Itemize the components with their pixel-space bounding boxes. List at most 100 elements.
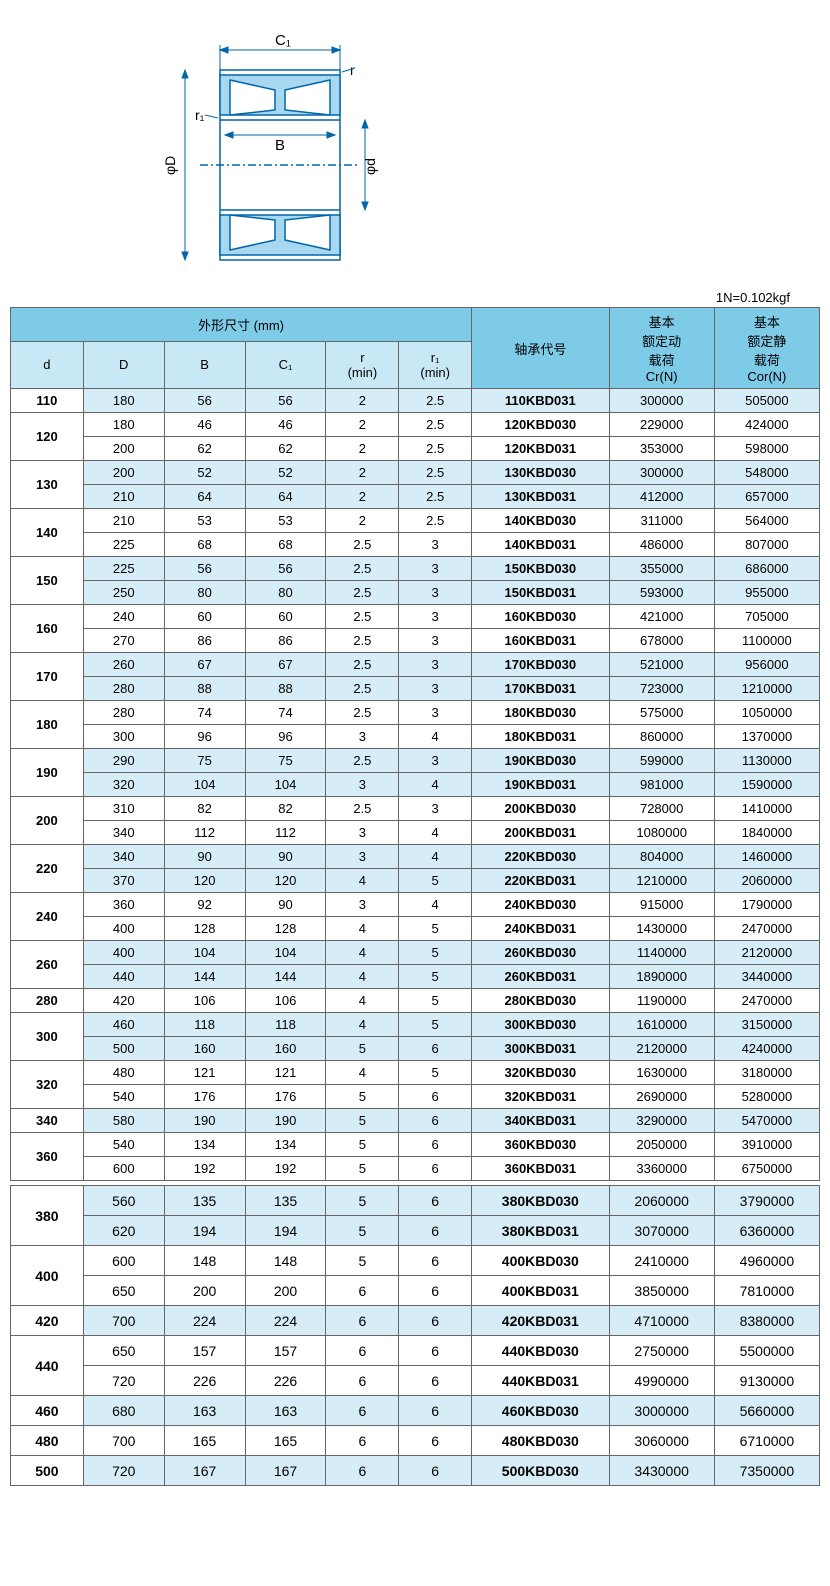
cell-r: 4	[326, 917, 399, 941]
table-row: 44014414445260KBD03118900003440000	[11, 965, 820, 989]
cell-bearing-no: 200KBD031	[472, 821, 610, 845]
cell-B: 190	[164, 1109, 245, 1133]
cell-r1: 3	[399, 605, 472, 629]
cell-d: 460	[11, 1396, 84, 1426]
cell-r1: 4	[399, 893, 472, 917]
cell-B: 62	[164, 437, 245, 461]
table-row: 34058019019056340KBD03132900005470000	[11, 1109, 820, 1133]
cell-D: 180	[83, 389, 164, 413]
cell-bearing-no: 120KBD030	[472, 413, 610, 437]
cell-r1: 6	[399, 1037, 472, 1061]
cell-C1: 176	[245, 1085, 326, 1109]
cell-r: 3	[326, 725, 399, 749]
cell-cor: 2470000	[714, 917, 819, 941]
cell-C1: 104	[245, 941, 326, 965]
cell-C1: 67	[245, 653, 326, 677]
cell-bearing-no: 130KBD030	[472, 461, 610, 485]
cell-bearing-no: 130KBD031	[472, 485, 610, 509]
cell-d: 400	[11, 1246, 84, 1306]
cell-cr: 3000000	[609, 1396, 714, 1426]
cell-C1: 80	[245, 581, 326, 605]
cell-D: 180	[83, 413, 164, 437]
cell-r: 2.5	[326, 701, 399, 725]
cell-bearing-no: 240KBD031	[472, 917, 610, 941]
bearing-spec-table-2: 38056013513556380KBD03020600003790000620…	[10, 1185, 820, 1486]
cell-r1: 2.5	[399, 509, 472, 533]
header-r: r (min)	[326, 341, 399, 388]
cell-C1: 106	[245, 989, 326, 1013]
cell-bearing-no: 400KBD031	[472, 1276, 610, 1306]
cell-cor: 3180000	[714, 1061, 819, 1085]
cell-bearing-no: 300KBD030	[472, 1013, 610, 1037]
cell-bearing-no: 220KBD030	[472, 845, 610, 869]
cell-r: 5	[326, 1186, 399, 1216]
cell-D: 500	[83, 1037, 164, 1061]
cell-d: 190	[11, 749, 84, 797]
cell-r: 6	[326, 1366, 399, 1396]
cell-r1: 3	[399, 557, 472, 581]
cell-r1: 6	[399, 1456, 472, 1486]
cell-r: 6	[326, 1456, 399, 1486]
cell-r1: 3	[399, 653, 472, 677]
label-b: B	[275, 137, 285, 154]
cell-B: 118	[164, 1013, 245, 1037]
cell-d: 500	[11, 1456, 84, 1486]
cell-bearing-no: 420KBD031	[472, 1306, 610, 1336]
cell-D: 650	[83, 1276, 164, 1306]
cell-B: 104	[164, 941, 245, 965]
cell-C1: 120	[245, 869, 326, 893]
cell-C1: 68	[245, 533, 326, 557]
cell-C1: 148	[245, 1246, 326, 1276]
label-phid: φd	[362, 158, 378, 175]
cell-D: 370	[83, 869, 164, 893]
cell-B: 68	[164, 533, 245, 557]
cell-B: 134	[164, 1133, 245, 1157]
cell-r: 2.5	[326, 677, 399, 701]
table-row: 72022622666440KBD03149900009130000	[11, 1366, 820, 1396]
table-row: 50072016716766500KBD03034300007350000	[11, 1456, 820, 1486]
cell-C1: 64	[245, 485, 326, 509]
cell-cr: 300000	[609, 461, 714, 485]
cell-r1: 5	[399, 989, 472, 1013]
cell-cr: 2060000	[609, 1186, 714, 1216]
cell-r: 5	[326, 1216, 399, 1246]
table-row: 240360929034240KBD0309150001790000	[11, 893, 820, 917]
table-row: 37012012045220KBD03112100002060000	[11, 869, 820, 893]
label-r: r	[350, 62, 355, 78]
cell-r: 2.5	[326, 797, 399, 821]
cell-B: 52	[164, 461, 245, 485]
cell-cor: 686000	[714, 557, 819, 581]
cell-r1: 3	[399, 581, 472, 605]
cell-C1: 157	[245, 1336, 326, 1366]
cell-D: 210	[83, 485, 164, 509]
cell-D: 280	[83, 701, 164, 725]
cell-cr: 1430000	[609, 917, 714, 941]
cell-r1: 3	[399, 533, 472, 557]
cell-r1: 6	[399, 1109, 472, 1133]
cell-r1: 5	[399, 869, 472, 893]
table-row: 26040010410445260KBD03011400002120000	[11, 941, 820, 965]
cell-cr: 412000	[609, 485, 714, 509]
cell-C1: 90	[245, 845, 326, 869]
cell-r1: 2.5	[399, 461, 472, 485]
cell-B: 163	[164, 1396, 245, 1426]
cell-d: 480	[11, 1426, 84, 1456]
cell-cor: 3910000	[714, 1133, 819, 1157]
cell-r1: 5	[399, 965, 472, 989]
cell-C1: 135	[245, 1186, 326, 1216]
cell-C1: 53	[245, 509, 326, 533]
cell-D: 400	[83, 941, 164, 965]
cell-r1: 6	[399, 1396, 472, 1426]
cell-r: 2	[326, 509, 399, 533]
cell-C1: 86	[245, 629, 326, 653]
cell-C1: 144	[245, 965, 326, 989]
cell-C1: 224	[245, 1306, 326, 1336]
cell-r: 4	[326, 869, 399, 893]
table-row: 42070022422466420KBD03147100008380000	[11, 1306, 820, 1336]
cell-cor: 5660000	[714, 1396, 819, 1426]
cell-bearing-no: 170KBD031	[472, 677, 610, 701]
cell-D: 225	[83, 533, 164, 557]
cell-D: 720	[83, 1456, 164, 1486]
cell-B: 75	[164, 749, 245, 773]
cell-C1: 160	[245, 1037, 326, 1061]
